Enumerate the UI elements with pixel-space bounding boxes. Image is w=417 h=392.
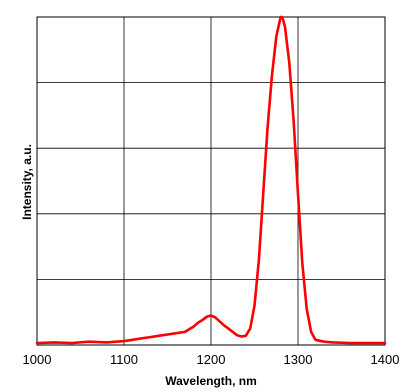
series-layer xyxy=(35,15,387,345)
x-tick-labels: 1000 1100 1200 1300 1400 xyxy=(23,352,400,367)
plot-frame xyxy=(36,16,386,346)
x-tick-label: 1100 xyxy=(110,352,138,367)
x-tick-label: 1200 xyxy=(197,352,226,367)
spectrum-line xyxy=(35,15,387,345)
x-tick-label: 1000 xyxy=(23,352,52,367)
x-tick-label: 1300 xyxy=(284,352,313,367)
x-tick-label: 1400 xyxy=(371,352,400,367)
x-axis-title: Wavelength, nm xyxy=(165,374,257,388)
y-axis-title: Intensity, a.u. xyxy=(20,144,34,220)
